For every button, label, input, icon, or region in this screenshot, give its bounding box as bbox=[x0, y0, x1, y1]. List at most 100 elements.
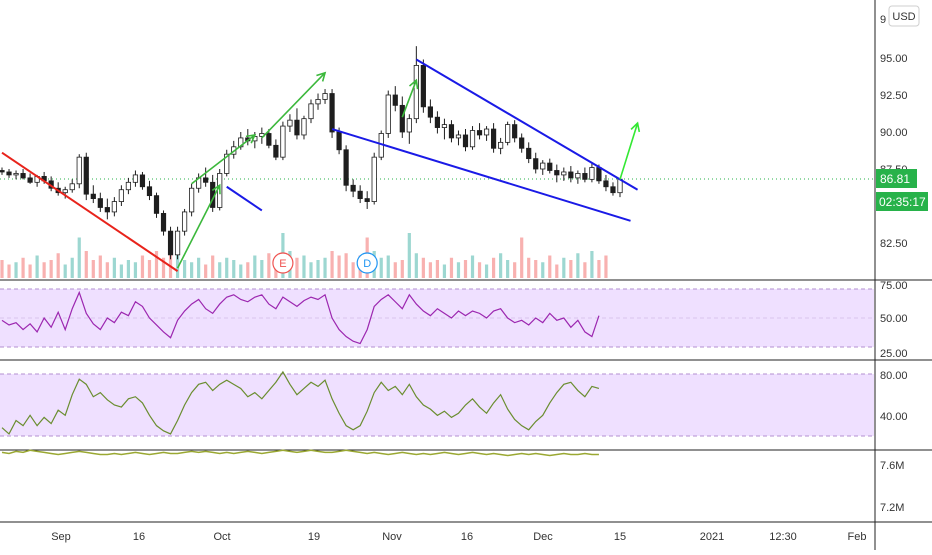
candle-body bbox=[146, 186, 153, 197]
volume-bar bbox=[56, 253, 60, 278]
candle-body bbox=[490, 128, 497, 149]
candle-body bbox=[371, 156, 377, 202]
time-tick: 16 bbox=[461, 531, 473, 543]
time-tick: Dec bbox=[533, 531, 553, 543]
candle-body bbox=[104, 207, 110, 213]
arrow-head bbox=[211, 183, 221, 195]
volume-bar bbox=[442, 264, 447, 278]
volume-bar bbox=[386, 255, 390, 278]
candle-body bbox=[448, 124, 455, 139]
candle-body bbox=[364, 198, 370, 202]
candle-body bbox=[20, 173, 26, 179]
volume-bar bbox=[204, 264, 208, 278]
volume-bar bbox=[246, 262, 250, 278]
candle-body bbox=[189, 187, 195, 213]
volume-bar bbox=[232, 260, 236, 278]
volume-bar bbox=[260, 260, 264, 278]
rsi-axis-tick: 50.00 bbox=[880, 313, 908, 325]
volume-bar bbox=[604, 255, 608, 278]
short-trend-line bbox=[226, 185, 263, 212]
candle-body bbox=[266, 133, 272, 146]
arrow-head bbox=[630, 121, 641, 133]
price-tick: 92.50 bbox=[880, 90, 908, 102]
volume-bar bbox=[393, 262, 397, 278]
candle-body bbox=[399, 104, 405, 133]
volume-bar bbox=[520, 237, 524, 278]
volume-bar bbox=[477, 262, 482, 278]
volume-bar bbox=[302, 255, 306, 278]
volume-bar bbox=[91, 260, 95, 278]
event-letter: D bbox=[363, 258, 371, 270]
price-tick: 82.50 bbox=[880, 238, 908, 250]
candle-body bbox=[160, 212, 167, 232]
volume-bar bbox=[449, 257, 454, 278]
currency-badge[interactable]: USD bbox=[888, 5, 920, 27]
stoch-band bbox=[0, 374, 874, 436]
candle-body bbox=[610, 186, 616, 194]
event-letter: E bbox=[279, 258, 286, 270]
vol-axis-tick: 7.6M bbox=[880, 460, 904, 472]
countdown-label: 02:35:17 bbox=[876, 192, 928, 211]
time-tick: Sep bbox=[51, 531, 71, 543]
stoch-axis-tick: 40.00 bbox=[880, 411, 908, 423]
candle-body bbox=[406, 118, 412, 133]
arrow-head bbox=[245, 133, 257, 144]
candle-body bbox=[273, 144, 279, 158]
volume-bar bbox=[555, 264, 559, 278]
time-axis: Sep 16 Oct 19 Nov 16 Dec 15 2021 12:30 F… bbox=[51, 531, 866, 543]
candle-body bbox=[62, 189, 68, 194]
volume-bar bbox=[576, 253, 580, 278]
candle-body bbox=[111, 201, 117, 213]
volume-bar bbox=[98, 255, 102, 278]
candle-body bbox=[287, 119, 293, 127]
candle-body bbox=[357, 190, 363, 199]
candle-body bbox=[561, 171, 567, 176]
volume-bar bbox=[168, 246, 173, 278]
volume-bar bbox=[351, 262, 355, 278]
volume-bar bbox=[49, 260, 53, 278]
volume-bar bbox=[309, 262, 313, 278]
candle-body bbox=[343, 149, 349, 186]
candle-body bbox=[6, 171, 12, 176]
volume-bar bbox=[182, 260, 187, 278]
candle-body bbox=[301, 118, 307, 136]
rsi-line bbox=[1, 290, 600, 345]
candle-body bbox=[174, 230, 181, 256]
volume-bar bbox=[330, 251, 334, 278]
volume-bar bbox=[344, 253, 348, 278]
candle-body bbox=[125, 181, 132, 191]
volume-bar bbox=[583, 262, 587, 278]
candle-body bbox=[13, 173, 19, 176]
volume-bar bbox=[14, 262, 18, 278]
candle-body bbox=[455, 134, 462, 139]
stoch-pane bbox=[1, 370, 600, 435]
projection-arrow bbox=[619, 122, 639, 180]
candle-body bbox=[280, 125, 286, 158]
candle-body bbox=[153, 195, 160, 214]
candle-body bbox=[90, 193, 96, 200]
volume-bar bbox=[597, 260, 601, 278]
candle-body bbox=[533, 158, 539, 170]
volume-bar bbox=[513, 262, 517, 278]
candle-body bbox=[308, 103, 314, 120]
projection-arrow bbox=[261, 72, 326, 139]
volume-bar bbox=[154, 251, 159, 278]
volume-bar bbox=[112, 257, 116, 278]
volume-bar bbox=[470, 255, 475, 278]
time-tick: Oct bbox=[213, 531, 230, 543]
rsi-axis-tick: 25.00 bbox=[880, 348, 908, 360]
candles bbox=[0, 46, 623, 260]
time-tick: 2021 bbox=[700, 531, 724, 543]
volume-line bbox=[1, 449, 599, 457]
volume-bar bbox=[534, 260, 538, 278]
candle-body bbox=[420, 65, 426, 108]
volume-bar bbox=[456, 262, 461, 278]
volume-bar bbox=[435, 260, 440, 278]
candle-body bbox=[350, 184, 356, 192]
volume-bar bbox=[267, 253, 271, 278]
volume-bar bbox=[499, 253, 503, 278]
volume-bar bbox=[190, 262, 194, 278]
